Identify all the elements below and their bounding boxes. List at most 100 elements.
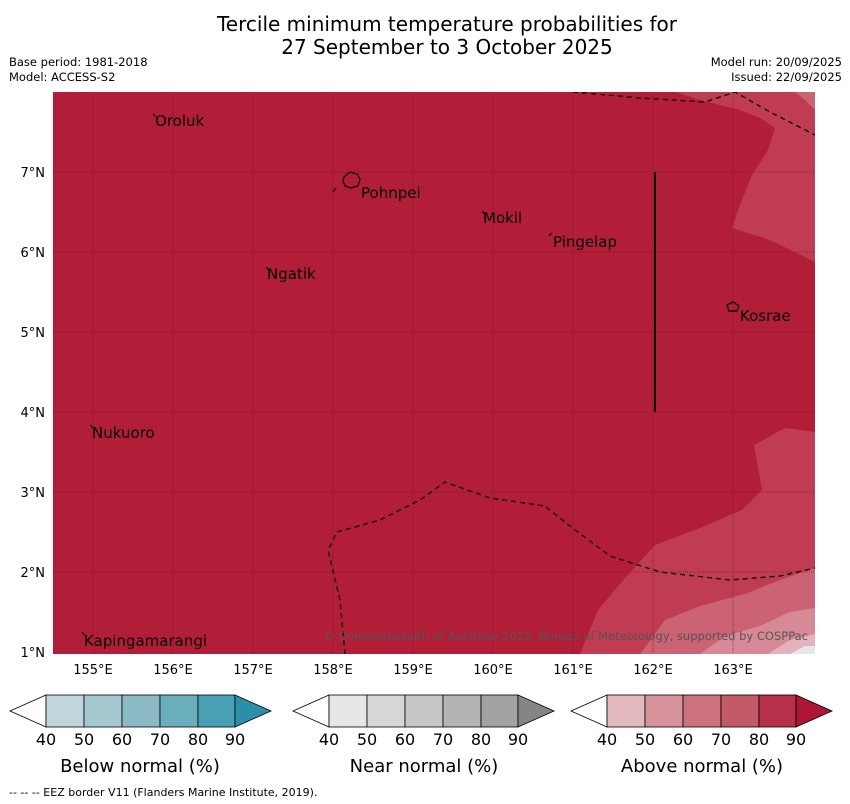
colorbar-tick: 80 [471,730,491,749]
colorbar-segments-above [570,694,833,728]
meta-left: Base period: 1981-2018 Model: ACCESS-S2 [9,55,148,85]
label-ngatik: Ngatik [267,265,316,283]
lat-axis: 7°N 6°N 5°N 4°N 3°N 2°N 1°N [21,166,46,661]
lat-tick: 7°N [21,166,46,181]
eez-borders [327,92,815,654]
title-line-1: Tercile minimum temperature probabilitie… [216,12,678,36]
issued-date: Issued: 22/09/2025 [731,70,842,84]
colorbar-tick: 60 [673,730,693,749]
lon-tick: 159°E [393,663,433,678]
lon-tick: 163°E [713,663,753,678]
colorbar-tick: 40 [597,730,617,749]
lon-tick: 161°E [553,663,593,678]
colorbar-segment [758,694,797,728]
colorbar-segment [517,694,555,728]
eez-footnote: -- -- -- EEZ border V11 (Flanders Marine… [9,786,318,799]
colorbar-segments-near [292,694,555,728]
colorbar-above-normal: 40 50 60 70 80 90 Above normal (%) [570,694,833,777]
lat-tick: 4°N [21,406,46,421]
oroluk-atoll [152,113,157,118]
ngatik-atoll [265,266,270,271]
colorbar-tick: 70 [150,730,170,749]
colorbar-segment [9,694,47,728]
colorbar-segment [570,694,608,728]
meta-right: Model run: 20/09/2025 Issued: 22/09/2025 [711,55,842,85]
model-run: Model run: 20/09/2025 [710,55,842,69]
contour-60-70-top-right [795,92,815,110]
graticule [53,92,815,654]
colorbar-segment [720,694,760,728]
colorbar-label-above: Above normal (%) [621,756,783,777]
colorbar-label-near: Near normal (%) [350,756,499,777]
label-kosrae: Kosrae [740,307,791,325]
colorbar-segment [682,694,722,728]
kapingamarangi-atoll [81,631,86,636]
colorbar-below-normal: 40 50 60 70 80 90 Below normal (%) [9,694,272,777]
colorbar-segment [121,694,161,728]
lon-tick: 157°E [233,663,273,678]
lon-tick: 155°E [73,663,113,678]
pingelap-atoll [548,232,553,237]
colorbar-tick: 50 [74,730,94,749]
kosrae-outline [726,301,740,312]
place-labels: Oroluk Pohnpei Mokil Pingelap Ngatik Kos… [84,112,791,650]
label-mokil: Mokil [483,209,522,227]
colorbar-tick: 50 [357,730,377,749]
label-nukuoro: Nukuoro [92,424,155,442]
colorbar-tick: 70 [433,730,453,749]
lat-tick: 2°N [21,566,46,581]
colorbar-segment [606,694,646,728]
lon-tick: 160°E [473,663,513,678]
colorbar-tick: 60 [395,730,415,749]
islands [81,113,740,636]
colorbar-tick: 40 [36,730,56,749]
label-kapingamarangi: Kapingamarangi [84,632,207,650]
colorbar-tick: 80 [188,730,208,749]
colorbar-tick: 90 [786,730,806,749]
colorbar-tick: 50 [635,730,655,749]
colorbar-tick: 90 [508,730,528,749]
colorbar-segment [328,694,368,728]
label-oroluk: Oroluk [155,112,204,130]
lat-tick: 5°N [21,326,46,341]
colorbar-segment [45,694,85,728]
lon-tick: 156°E [153,663,193,678]
colorbar-tick: 90 [225,730,245,749]
copyright-credit: © Commonwealth of Australia 2025, Bureau… [324,629,808,643]
lon-tick: 162°E [633,663,673,678]
base-period: Base period: 1981-2018 [9,55,148,69]
colorbar-segment [197,694,236,728]
colorbar-segment [83,694,123,728]
chart-title: Tercile minimum temperature probabilitie… [0,13,850,59]
colorbar-segment [159,694,199,728]
colorbar-segment [795,694,833,728]
map-area: Oroluk Pohnpei Mokil Pingelap Ngatik Kos… [53,92,815,654]
colorbar-segment [404,694,444,728]
colorbar-segment [292,694,330,728]
pohnpei-reef [332,187,337,193]
colorbar-label-below: Below normal (%) [60,756,220,777]
lon-axis: 155°E 156°E 157°E 158°E 159°E 160°E 161°… [73,663,753,678]
pohnpei-outline [342,171,361,189]
title-line-2: 27 September to 3 October 2025 [281,35,613,59]
colorbar-near-normal: 40 50 60 70 80 90 Near normal (%) [292,694,555,777]
eez-border-south [327,481,815,654]
colorbar-tick: 40 [319,730,339,749]
lon-tick: 158°E [313,663,353,678]
colorbar-segment [234,694,272,728]
colorbar-segment [442,694,482,728]
lat-tick: 3°N [21,486,46,501]
label-pohnpei: Pohnpei [361,184,421,202]
lat-tick: 6°N [21,246,46,261]
colorbar-segments-below [9,694,272,728]
contour-below-40-bottom-right [790,646,815,654]
colorbar-segment [366,694,406,728]
nukuoro-atoll [89,424,94,429]
colorbar-segment [644,694,684,728]
lat-tick: 1°N [21,646,46,661]
colorbar-tick: 60 [112,730,132,749]
colorbar-tick: 80 [749,730,769,749]
colorbar-tick: 70 [711,730,731,749]
model-name: Model: ACCESS-S2 [9,70,116,84]
